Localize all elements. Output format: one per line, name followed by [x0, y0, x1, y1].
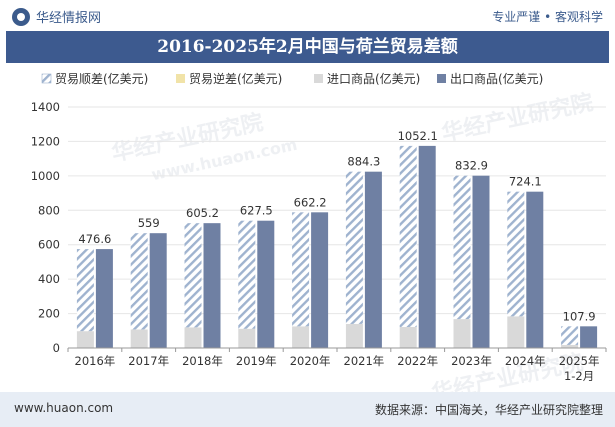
x-tick-label: 2021年: [344, 354, 385, 368]
surplus-bar: [345, 171, 363, 324]
export-bar: [95, 249, 113, 348]
x-tick-label: 2024年: [505, 354, 546, 368]
legend-swatch: [437, 74, 446, 83]
y-tick-label: 600: [38, 238, 60, 252]
legend-label: 贸易顺差(亿美元): [55, 71, 148, 86]
legend-label: 贸易逆差(亿美元): [189, 71, 282, 86]
y-tick-label: 1200: [31, 134, 60, 148]
import-bar: [184, 327, 202, 348]
footer-site-link[interactable]: www.huaon.com: [14, 401, 114, 415]
title-bar: 2016-2025年2月中国与荷兰贸易差额: [6, 31, 609, 63]
y-tick-label: 800: [38, 203, 60, 217]
x-tick-label: 2020年: [290, 354, 331, 368]
export-bar: [149, 233, 167, 348]
top-bar: 华经情报网 专业严谨 • 客观科学: [0, 0, 615, 32]
export-bar: [472, 175, 490, 348]
y-tick-label: 400: [38, 272, 60, 286]
legend-swatch: [176, 74, 185, 83]
x-tick-label: 2023年: [451, 354, 492, 368]
x-tick-label: 2019年: [236, 354, 277, 368]
y-tick-label: 0: [53, 341, 60, 355]
surplus-data-label: 1052.1: [398, 129, 438, 143]
x-tick-label: 2016年: [75, 354, 116, 368]
surplus-bar: [561, 326, 579, 345]
x-tick-label: 2018年: [182, 354, 223, 368]
export-bar: [418, 145, 436, 348]
surplus-bar: [76, 249, 94, 332]
surplus-bar: [453, 175, 471, 320]
import-bar: [507, 316, 525, 348]
import-bar: [238, 328, 256, 348]
import-bar: [345, 323, 363, 348]
surplus-data-label: 627.5: [240, 204, 273, 218]
brand-logo-icon: [12, 7, 30, 26]
surplus-data-label: 724.1: [509, 175, 542, 189]
chart-title: 2016-2025年2月中国与荷兰贸易差额: [157, 37, 458, 57]
slogan: 专业严谨 • 客观科学: [492, 10, 603, 24]
import-bar: [292, 326, 310, 348]
brand-name: 华经情报网: [36, 11, 102, 26]
import-bar: [453, 319, 471, 348]
surplus-data-label: 884.3: [347, 155, 380, 169]
legend-label: 进口商品(亿美元): [327, 71, 420, 86]
legend-swatch: [314, 74, 323, 83]
surplus-data-label: 476.6: [78, 232, 111, 246]
surplus-data-label: 605.2: [186, 206, 219, 220]
legend-swatch: [41, 73, 52, 84]
legend-label: 出口商品(亿美元): [450, 71, 543, 86]
export-bar: [311, 212, 329, 348]
export-bar: [364, 171, 382, 348]
x-tick-label: 2025年: [559, 354, 600, 368]
export-bar: [526, 191, 544, 348]
x-tick-label: 2017年: [128, 354, 169, 368]
surplus-bar: [292, 212, 310, 327]
surplus-bar: [184, 223, 202, 328]
surplus-data-label: 107.9: [563, 309, 596, 323]
export-bar: [580, 326, 598, 348]
surplus-data-label: 559: [138, 216, 160, 230]
footer: www.huaon.com 数据来源：中国海关，华经产业研究院整理: [0, 392, 615, 427]
surplus-bar: [507, 191, 525, 317]
import-bar: [76, 331, 94, 348]
surplus-data-label: 662.2: [294, 195, 327, 209]
y-tick-label: 200: [38, 307, 60, 321]
brand[interactable]: 华经情报网: [12, 7, 101, 26]
x-tick-label: 2022年: [397, 354, 438, 368]
x-tick-label: 1-2月: [564, 369, 594, 383]
surplus-bar: [130, 233, 148, 330]
import-bar: [130, 329, 148, 348]
surplus-bar: [399, 145, 417, 327]
export-bar: [257, 220, 275, 348]
y-tick-label: 1400: [31, 100, 60, 114]
surplus-bar: [238, 220, 256, 329]
y-tick-label: 1000: [31, 169, 60, 183]
trade-balance-chart: 贸易顺差(亿美元) 贸易逆差(亿美元) 进口商品(亿美元) 出口商品(亿美元) 0 20…: [31, 71, 607, 383]
surplus-data-label: 832.9: [455, 159, 488, 173]
import-bar: [561, 344, 579, 348]
import-bar: [399, 326, 417, 348]
footer-source: 数据来源：中国海关，华经产业研究院整理: [374, 403, 603, 417]
export-bar: [203, 223, 221, 348]
